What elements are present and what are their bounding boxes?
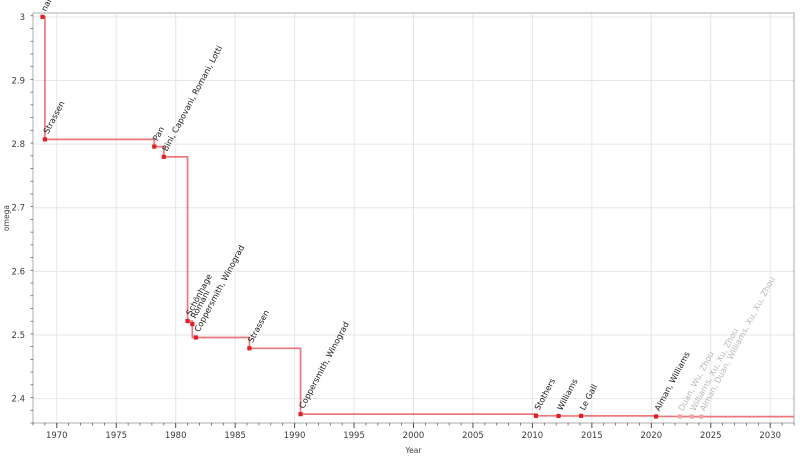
- y-axis-tick-label: 3: [20, 13, 25, 23]
- data-point-marker: [247, 346, 252, 351]
- data-point-label: Stothers: [532, 377, 557, 412]
- data-point-marker: [699, 414, 704, 419]
- data-point-marker: [533, 413, 539, 418]
- data-point-marker: [193, 335, 199, 340]
- data-point-label: naive: [39, 0, 58, 13]
- data-point-marker: [556, 413, 561, 419]
- data-point-label: Le Gall: [577, 382, 599, 411]
- data-point-marker: [677, 414, 682, 419]
- x-axis-tick-label: 1980: [165, 431, 187, 441]
- x-axis-tick-label: 2010: [522, 431, 544, 441]
- data-point-marker: [579, 413, 584, 418]
- data-point-marker: [40, 14, 45, 19]
- x-axis-tick-label: 2020: [640, 431, 662, 441]
- data-point-marker: [298, 412, 303, 417]
- data-point-marker: [152, 144, 157, 149]
- y-axis-title: omega: [2, 205, 11, 231]
- y-axis-tick-label: 2.7: [11, 204, 25, 214]
- y-axis-tick-label: 2.8: [11, 140, 25, 150]
- data-point-label: Williams: [555, 377, 580, 412]
- x-axis-tick-label: 2005: [462, 431, 484, 441]
- x-axis-tick-label: 1970: [46, 431, 68, 441]
- y-axis-tick-label: 2.6: [11, 267, 25, 277]
- x-axis-tick-label: 2030: [759, 431, 781, 441]
- data-point-label: Bini, Capovani, Romani, Lotti: [160, 44, 224, 153]
- data-point-label: Strassen: [246, 308, 272, 344]
- data-point-marker: [185, 318, 190, 324]
- data-point-marker: [653, 414, 659, 419]
- data-point-marker: [161, 154, 166, 159]
- y-axis-tick-label: 2.9: [11, 76, 25, 86]
- y-axis-tick-label: 2.5: [11, 331, 25, 341]
- x-axis-tick-label: 2025: [700, 431, 722, 441]
- x-axis-tick-label: 2000: [403, 431, 425, 441]
- data-point-label: Coppersmith, Winograd: [297, 320, 351, 410]
- x-axis-tick-label: 1985: [224, 431, 246, 441]
- y-axis-tick-label: 2.4: [11, 395, 25, 405]
- data-point-marker: [42, 137, 47, 142]
- data-point-label: Alman, Duan, Williams, Xu, Xu, Zhou: [697, 275, 777, 413]
- x-axis-title: Year: [405, 446, 423, 455]
- x-axis-tick-label: 1975: [105, 431, 127, 441]
- data-point-marker: [689, 414, 694, 419]
- x-axis-tick-label: 2015: [581, 431, 603, 441]
- x-axis-tick-label: 1995: [343, 431, 365, 441]
- x-axis-tick-label: 1990: [284, 431, 306, 441]
- data-point-marker: [190, 322, 195, 327]
